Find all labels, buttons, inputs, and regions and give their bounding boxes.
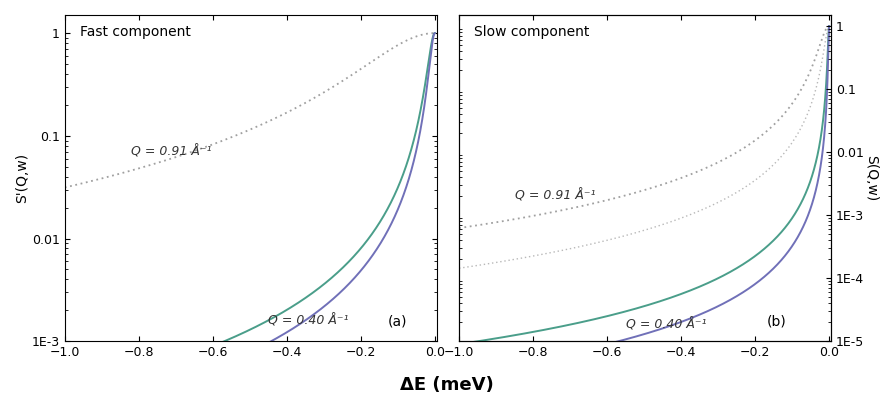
Text: Q = 0.91 Å⁻¹: Q = 0.91 Å⁻¹ bbox=[131, 145, 212, 158]
Y-axis label: S'(Q,w): S'(Q,w) bbox=[15, 153, 29, 203]
Text: (b): (b) bbox=[766, 314, 787, 328]
Text: ΔE (meV): ΔE (meV) bbox=[400, 376, 493, 394]
Y-axis label: S(Q,w): S(Q,w) bbox=[864, 155, 878, 201]
Text: Q = 0.40 Å⁻¹: Q = 0.40 Å⁻¹ bbox=[626, 318, 706, 331]
Text: Fast component: Fast component bbox=[79, 25, 190, 39]
Text: Slow component: Slow component bbox=[474, 25, 589, 39]
Text: Q = 0.91 Å⁻¹: Q = 0.91 Å⁻¹ bbox=[514, 189, 595, 202]
Text: (a): (a) bbox=[388, 314, 407, 328]
Text: Q = 0.40 Å⁻¹: Q = 0.40 Å⁻¹ bbox=[268, 314, 349, 328]
